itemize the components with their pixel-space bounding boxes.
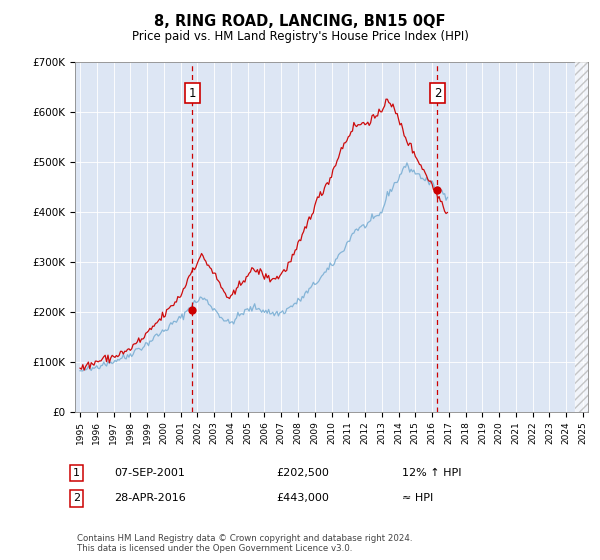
Text: 1: 1 [188, 87, 196, 100]
Text: 8, RING ROAD, LANCING, BN15 0QF: 8, RING ROAD, LANCING, BN15 0QF [154, 14, 446, 29]
Text: 2: 2 [73, 493, 80, 503]
Text: 07-SEP-2001: 07-SEP-2001 [114, 468, 185, 478]
Text: Contains HM Land Registry data © Crown copyright and database right 2024.
This d: Contains HM Land Registry data © Crown c… [77, 534, 412, 553]
Text: 28-APR-2016: 28-APR-2016 [114, 493, 186, 503]
Text: ≈ HPI: ≈ HPI [402, 493, 433, 503]
Text: £443,000: £443,000 [276, 493, 329, 503]
Text: 1: 1 [73, 468, 80, 478]
Text: 2: 2 [434, 87, 441, 100]
Bar [575, 62, 592, 412]
Text: 12% ↑ HPI: 12% ↑ HPI [402, 468, 461, 478]
Bar [575, 62, 592, 412]
Text: Price paid vs. HM Land Registry's House Price Index (HPI): Price paid vs. HM Land Registry's House … [131, 30, 469, 43]
Text: £202,500: £202,500 [276, 468, 329, 478]
